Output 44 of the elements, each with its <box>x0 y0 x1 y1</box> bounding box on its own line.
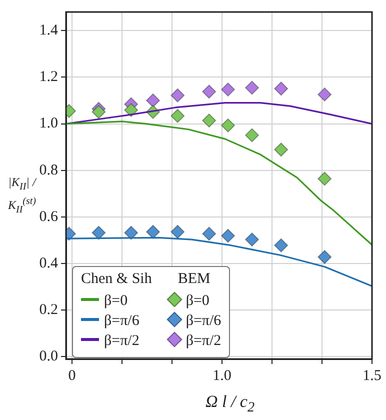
point <box>318 172 332 186</box>
annotation: BEM <box>176 271 212 289</box>
point <box>202 226 216 241</box>
legend-label: β=π/2 <box>103 333 140 351</box>
legend-label: β=0 <box>184 293 210 311</box>
point <box>92 226 106 240</box>
point <box>318 250 332 264</box>
point <box>274 142 288 157</box>
y-tick-label: 0.8 <box>39 162 58 178</box>
point <box>221 228 235 243</box>
x-tick-label: 0 <box>68 368 76 384</box>
point <box>170 224 185 239</box>
point <box>124 226 138 240</box>
y-tick-label: 0.2 <box>39 302 58 318</box>
point <box>221 82 235 97</box>
y-tick-label: 1.0 <box>39 116 58 132</box>
point <box>146 93 160 108</box>
annotation: Chen & Sih <box>81 271 152 289</box>
legend-label: β=0 <box>103 293 129 311</box>
point <box>146 224 160 239</box>
point <box>92 104 106 119</box>
point <box>170 88 185 102</box>
point <box>170 108 185 123</box>
point <box>221 118 235 132</box>
point <box>245 80 259 95</box>
y-tick-label: 0.4 <box>39 255 58 272</box>
point <box>318 87 332 102</box>
y-tick-label: 0.0 <box>39 348 58 365</box>
legend-label: β=π/2 <box>184 333 222 351</box>
point <box>202 84 216 99</box>
x-tick-label: 1.5 <box>362 368 382 384</box>
x-tick-label: 1.0 <box>212 368 232 384</box>
y-tick-label: 1.4 <box>39 22 58 39</box>
point <box>274 82 288 96</box>
point <box>274 238 288 252</box>
x-axis-title: Ω l / c$_{2}$ <box>204 392 256 416</box>
legend-label: β=π/6 <box>103 313 140 331</box>
point <box>124 103 138 118</box>
legend-label: β=π/6 <box>184 313 222 331</box>
point <box>202 114 216 128</box>
y-tick-label: 0.6 <box>39 208 58 225</box>
point <box>245 232 259 247</box>
y-tick-label: 1.2 <box>39 69 58 86</box>
point <box>245 128 259 142</box>
